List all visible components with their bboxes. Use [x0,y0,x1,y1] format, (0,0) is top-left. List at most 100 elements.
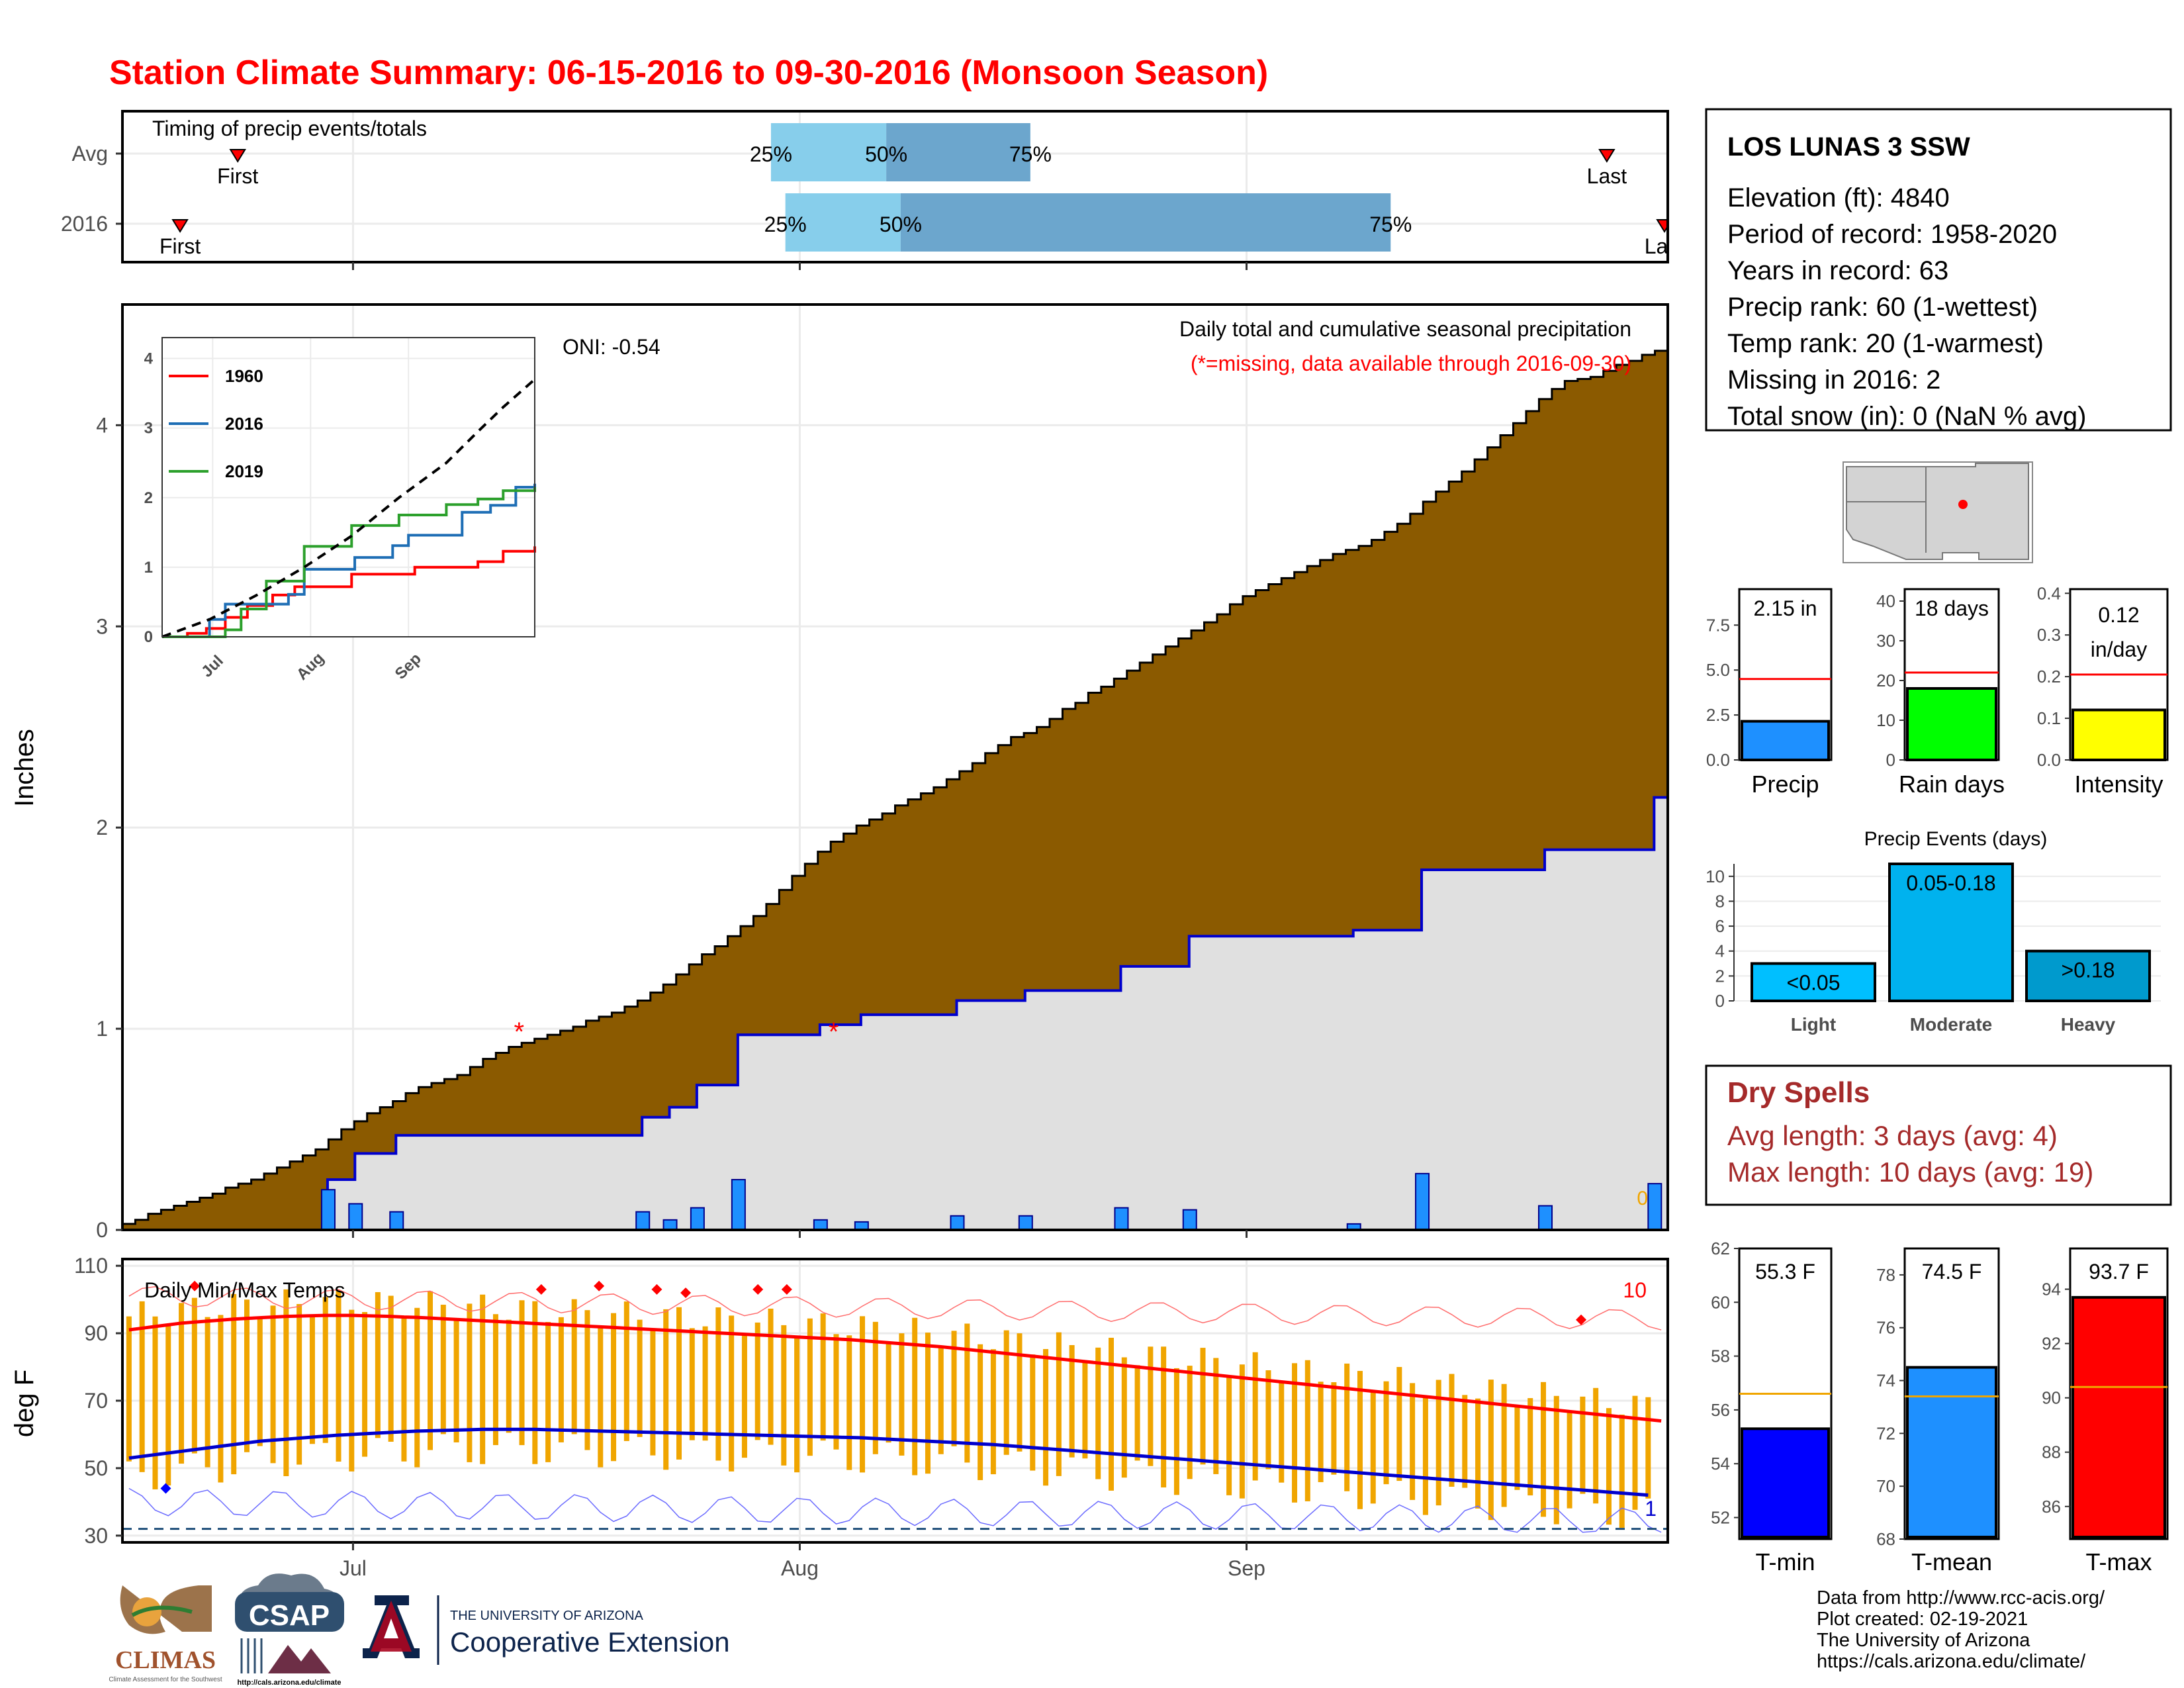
daily-temp-range-bar [1292,1363,1298,1503]
temps-x-tick-label: Sep [1228,1556,1265,1580]
daily-temp-range-bar [807,1318,813,1456]
avg-min-temp-line [128,1427,1649,1497]
station-info-line: Total snow (in): 0 (NaN % avg) [1727,402,2086,431]
first-event-label: First [217,164,258,188]
summary-bar-intensity [2071,708,2166,761]
daily-temp-range-bar [1553,1395,1559,1524]
daily-temp-range-bar [440,1304,446,1434]
daily-temp-range-bar [1567,1411,1572,1509]
summary-bar-tick-label: 30 [1876,631,1895,651]
inset-legend-label: 2019 [225,461,263,481]
climas-text: CLIMAS [115,1646,216,1674]
summary-bar-tick-label: 40 [1876,591,1895,611]
temp-summary-tick-label: 62 [1711,1239,1730,1258]
station-location-dot [1958,500,1968,509]
first-event-label: First [159,234,201,258]
temp-summary-tick-label: 86 [2042,1497,2061,1517]
daily-temp-range-bar [558,1317,564,1442]
dry-spells-box: Dry Spells Avg length: 3 days (avg: 4) M… [1705,1064,2172,1206]
temp-summary-tick-label: 60 [1711,1292,1730,1312]
daily-temp-range-bar [205,1317,210,1468]
summary-bar-tick-label: 7.5 [1706,615,1730,635]
summary-bar-value-label: 0.12 [2098,603,2139,627]
daily-temp-range-bar [191,1297,197,1454]
timing-row-label: Avg [71,142,108,165]
daily-temp-range-bar [1580,1396,1586,1494]
temp-summary-value-label: 93.7 F [2089,1260,2149,1284]
daily-precip-bar [950,1215,965,1231]
temp-summary-tick-label: 74 [1876,1371,1895,1391]
daily-temp-range-bar [480,1294,486,1464]
daily-temp-range-bar [1239,1364,1245,1499]
daily-temp-range-bar [1173,1368,1179,1495]
daily-temp-range-bar [532,1301,538,1464]
summary-bar-tick-label: 0.0 [2037,750,2061,770]
temp-summary-tick-label: 52 [1711,1507,1730,1527]
daily-temp-range-bar [820,1313,826,1441]
event-category-label: Moderate [1910,1014,1992,1035]
precip-chart-title: Daily total and cumulative seasonal prec… [1179,317,1631,341]
temps-y-tick-label: 50 [84,1456,108,1480]
daily-precip-bar [1415,1172,1430,1231]
daily-temp-range-bar [1344,1363,1350,1491]
summary-bar-tick-label: 2.5 [1706,705,1730,725]
timing-label-25: 25% [764,212,807,236]
record-high-marker [680,1287,692,1298]
summary-bar-rain-days [1906,687,1997,761]
event-bar-heavy [2025,949,2151,1003]
csap-url: http://cals.arizona.edu/climate [237,1679,341,1687]
daily-temp-range-bar [1121,1357,1127,1478]
event-category-label: Light [1791,1014,1836,1035]
inset-legend-label: 1960 [225,366,263,386]
summary-bar-precip [1741,720,1830,761]
daily-temp-range-bar [768,1308,774,1445]
precip-y-tick-label: 1 [96,1017,108,1041]
daily-temp-range-bar [139,1301,145,1472]
daily-temp-range-bar [794,1336,800,1473]
temp-summary-bar-t-mean [1906,1366,1997,1538]
first-event-marker [229,149,246,163]
daily-temp-range-bar [165,1323,171,1486]
event-bar-moderate [1888,863,2014,1002]
temps-x-tick-label: Jul [340,1556,367,1580]
daily-temp-range-bar [414,1307,420,1468]
summary-bar-tick-label: 0.1 [2037,708,2061,728]
daily-temp-range-bar [611,1313,617,1462]
temp-summary-tick-label: 70 [1876,1476,1895,1496]
daily-temp-range-bar [650,1328,656,1456]
daily-temp-range-bar [322,1297,328,1443]
timing-label-50: 50% [880,212,922,236]
event-bar-label: <0.05 [1787,971,1841,995]
daily-temp-range-bar [964,1323,970,1463]
station-info-line: Period of record: 1958-2020 [1727,220,2057,249]
daily-temp-range-bar [1252,1352,1258,1481]
daily-temp-range-bar [663,1309,669,1470]
temps-count-bottom: 1 [1645,1497,1657,1521]
inset-y-tick-label: 3 [144,420,153,438]
temp-summary-tick-label: 68 [1876,1529,1895,1549]
inset-series-2016 [162,483,536,638]
record-high-marker [1576,1314,1587,1325]
timing-title: Timing of precip events/totals [152,117,427,140]
daily-temp-range-bar [1187,1366,1193,1479]
precip-y-tick-label: 4 [96,413,108,437]
timing-bar-q50-q75 [900,193,1391,252]
daily-temp-range-bar [428,1291,433,1450]
daily-temp-range-bar [990,1349,996,1475]
summary-bar-tick-label: 0.3 [2037,625,2061,645]
event-bar-light [1751,962,1876,1002]
daily-precip-bar [348,1203,363,1231]
daily-temp-range-bar [1514,1405,1520,1490]
summary-bar-value-label: in/day [2091,637,2147,661]
temp-summary-bar-t-min [1741,1427,1830,1538]
inset-y-tick-label: 0 [144,628,153,646]
daily-temp-range-bar [1632,1395,1638,1510]
summary-bar-name: Rain days [1899,771,2005,798]
timing-bar-q25-q50 [770,123,887,181]
snow-label: 0 [1637,1188,1648,1209]
climas-subtext: Climate Assessment for the Southwest [109,1676,222,1683]
